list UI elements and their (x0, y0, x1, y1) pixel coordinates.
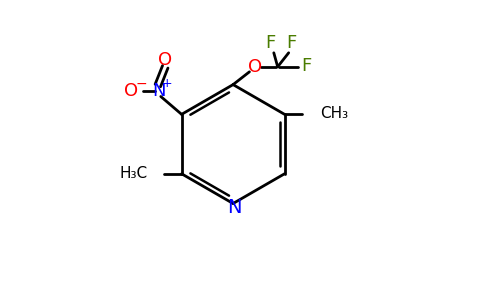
Text: −: − (135, 77, 147, 91)
Text: F: F (301, 57, 311, 75)
Text: O: O (124, 82, 138, 100)
Text: F: F (286, 34, 296, 52)
Text: CH₃: CH₃ (320, 106, 348, 121)
Text: +: + (162, 77, 173, 90)
Text: F: F (265, 34, 275, 52)
Text: N: N (152, 82, 166, 100)
Text: O: O (248, 58, 262, 76)
Text: H₃C: H₃C (119, 166, 148, 181)
Text: N: N (227, 199, 242, 218)
Text: O: O (158, 51, 172, 69)
